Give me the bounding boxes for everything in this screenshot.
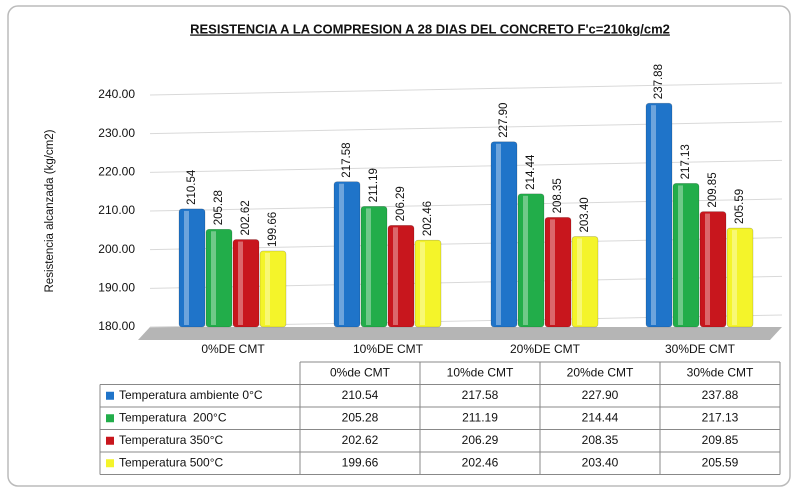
bar xyxy=(232,239,260,328)
bar-highlight xyxy=(339,183,344,325)
table-cell: 227.90 xyxy=(582,388,619,402)
bar-highlight xyxy=(732,230,737,325)
legend-swatch xyxy=(106,436,114,445)
value-label: 217.58 xyxy=(341,143,353,178)
grid-line xyxy=(149,82,783,96)
table-header: 10%de CMT xyxy=(447,365,514,379)
bar xyxy=(726,227,754,328)
value-label: 202.62 xyxy=(240,200,252,235)
value-label: 210.54 xyxy=(186,169,198,205)
bar xyxy=(178,208,206,328)
x-tick-label: 0%DE CMT xyxy=(201,342,265,356)
grid-line xyxy=(149,159,783,173)
bar-highlight xyxy=(238,241,243,325)
bar xyxy=(571,236,599,328)
value-label: 209.85 xyxy=(707,172,719,207)
bar-highlight xyxy=(651,105,656,326)
legend-swatch xyxy=(106,391,114,400)
bar xyxy=(490,141,518,328)
x-tick-label: 30%DE CMT xyxy=(665,342,736,356)
bar-highlight xyxy=(211,231,216,325)
value-label: 211.19 xyxy=(368,168,380,202)
legend-swatch xyxy=(106,414,114,423)
table-header: 0%de CMT xyxy=(330,365,391,379)
bar-highlight xyxy=(523,195,528,325)
table-cell: 203.40 xyxy=(582,455,619,469)
table-header: 30%de CMT xyxy=(687,365,754,379)
value-label: 227.90 xyxy=(498,103,510,138)
legend-swatch xyxy=(106,459,114,468)
table-cell: 205.59 xyxy=(702,455,739,469)
bar-highlight xyxy=(420,242,425,325)
chart-title: RESISTENCIA A LA COMPRESION A 28 DIAS DE… xyxy=(190,21,670,36)
y-tick-label: 200.00 xyxy=(98,242,135,256)
y-tick-label: 210.00 xyxy=(98,203,135,217)
table-cell: 205.28 xyxy=(342,410,379,424)
value-label: 208.35 xyxy=(552,178,564,213)
table-cell: 217.13 xyxy=(702,410,739,424)
legend-label: Temperatura ambiente 0°C xyxy=(119,388,263,402)
bar xyxy=(645,102,673,328)
table-cell: 214.44 xyxy=(582,410,619,424)
bar-highlight xyxy=(705,213,710,325)
value-label: 205.59 xyxy=(734,189,746,224)
value-label: 206.29 xyxy=(395,186,407,221)
floor xyxy=(138,327,782,340)
bar xyxy=(544,217,572,328)
bar xyxy=(517,193,545,328)
table-cell: 202.62 xyxy=(342,433,379,447)
bar-highlight xyxy=(496,143,501,325)
x-tick-label: 10%DE CMT xyxy=(353,342,424,356)
table-cell: 199.66 xyxy=(342,455,379,469)
value-label: 202.46 xyxy=(422,201,434,236)
legend-label: Temperatura 200°C xyxy=(119,410,227,424)
table-cell: 202.46 xyxy=(462,455,499,469)
table-cell: 210.54 xyxy=(342,388,379,402)
table-cell: 211.19 xyxy=(462,410,498,424)
value-label: 237.88 xyxy=(653,64,665,99)
legend-label: Temperatura 350°C xyxy=(119,433,224,447)
bar xyxy=(387,225,415,328)
y-tick-label: 220.00 xyxy=(98,165,135,179)
y-axis-label: Resistencia alcanzada (kg/cm2) xyxy=(44,129,56,292)
bar xyxy=(333,181,361,328)
value-label: 214.44 xyxy=(525,154,537,190)
table-header: 20%de CMT xyxy=(567,365,634,379)
bar-highlight xyxy=(550,219,555,325)
table-cell: 206.29 xyxy=(462,433,499,447)
bar xyxy=(414,239,442,328)
y-tick-label: 240.00 xyxy=(98,87,135,101)
bar xyxy=(672,183,700,328)
bar xyxy=(699,211,727,328)
value-label: 205.28 xyxy=(213,190,225,225)
bar-highlight xyxy=(184,210,189,325)
table-cell: 217.58 xyxy=(462,388,499,402)
bar-highlight xyxy=(265,252,270,325)
value-label: 203.40 xyxy=(579,197,591,232)
bar-highlight xyxy=(678,185,683,325)
table-cell: 209.85 xyxy=(702,433,739,447)
bar-highlight xyxy=(393,227,398,325)
x-tick-label: 20%DE CMT xyxy=(510,342,581,356)
legend-label: Temperatura 500°C xyxy=(119,455,224,469)
value-label: 217.13 xyxy=(680,144,692,179)
bar xyxy=(360,206,388,328)
value-label: 199.66 xyxy=(267,212,279,247)
grid-line xyxy=(149,121,783,135)
bar-highlight xyxy=(577,238,582,325)
bar-highlight xyxy=(366,208,371,325)
bar xyxy=(259,250,287,328)
table-cell: 237.88 xyxy=(702,388,739,402)
y-tick-label: 230.00 xyxy=(98,126,135,140)
y-tick-label: 180.00 xyxy=(98,319,135,333)
bar xyxy=(205,228,233,328)
y-tick-label: 190.00 xyxy=(98,281,135,295)
table-cell: 208.35 xyxy=(582,433,619,447)
